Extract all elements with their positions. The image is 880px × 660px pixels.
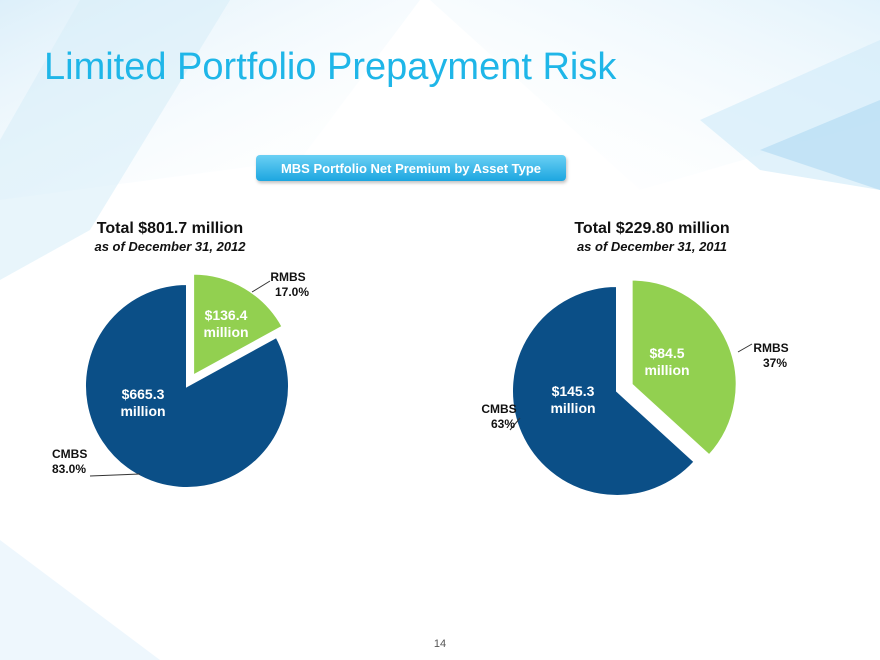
slice-category-label: CMBS 83.0% bbox=[52, 447, 87, 476]
chart-title: Total $229.80 million bbox=[574, 220, 729, 237]
slice-category-label: RMBS 37% bbox=[753, 341, 788, 370]
slice-value-label: $665.3 million bbox=[120, 386, 165, 419]
slice-value-label: $145.3 million bbox=[550, 383, 595, 416]
leader-line bbox=[737, 343, 753, 353]
page-number: 14 bbox=[433, 638, 447, 650]
chart-subtitle: as of December 31, 2011 bbox=[577, 239, 727, 254]
section-banner: MBS Portfolio Net Premium by Asset Type bbox=[256, 155, 566, 181]
chart-title: Total $801.7 million bbox=[97, 220, 243, 237]
slice-value-label: $84.5 million bbox=[644, 345, 689, 378]
leader-line bbox=[251, 280, 271, 293]
slice-category-label: CMBS 63% bbox=[481, 402, 516, 431]
leader-line bbox=[509, 417, 521, 431]
page-title: Limited Portfolio Prepayment Risk bbox=[44, 46, 617, 88]
chart-subtitle: as of December 31, 2012 bbox=[94, 239, 246, 254]
pie-slice-cmbs bbox=[511, 284, 696, 497]
slice-value-label: $136.4 million bbox=[203, 307, 248, 340]
leader-line bbox=[89, 473, 141, 477]
slice-category-label: RMBS 17.0% bbox=[270, 270, 309, 299]
pie-slice-rmbs bbox=[630, 278, 738, 457]
pie-slice-rmbs bbox=[192, 272, 284, 378]
